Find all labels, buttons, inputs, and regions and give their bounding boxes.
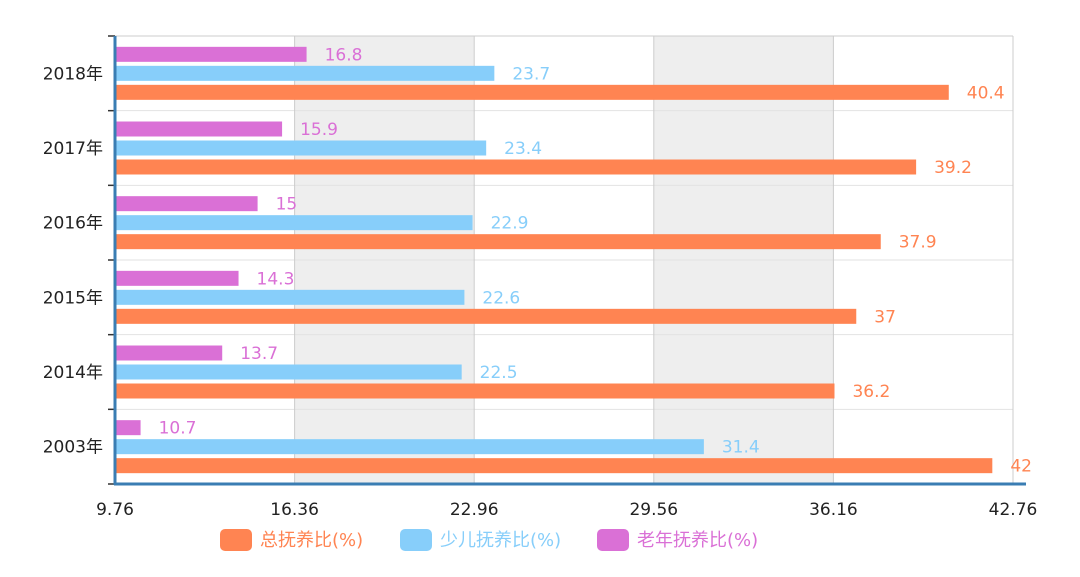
data-label: 22.5 — [480, 363, 518, 383]
data-label: 39.2 — [934, 158, 972, 178]
data-label: 37.9 — [899, 233, 937, 253]
bar[interactable] — [116, 439, 704, 455]
x-tick-label: 29.56 — [629, 500, 678, 520]
data-label: 22.6 — [482, 288, 520, 308]
data-label: 40.4 — [967, 83, 1005, 103]
bar[interactable] — [116, 458, 993, 474]
bar[interactable] — [116, 270, 239, 286]
data-label: 31.4 — [722, 438, 760, 458]
legend-label[interactable]: 总抚养比(%) — [260, 530, 363, 551]
bar[interactable] — [116, 215, 473, 231]
data-label: 42 — [1010, 457, 1032, 477]
legend-swatch[interactable] — [400, 529, 432, 551]
bar[interactable] — [116, 308, 857, 324]
bar[interactable] — [116, 159, 917, 175]
y-tick-label: 2018年 — [43, 64, 103, 84]
x-tick-label: 22.96 — [450, 500, 499, 520]
y-tick-label: 2015年 — [43, 288, 103, 308]
data-label: 10.7 — [159, 419, 197, 439]
data-label: 37 — [874, 307, 896, 327]
data-label: 15.9 — [300, 120, 338, 140]
legend-swatch[interactable] — [220, 529, 252, 551]
bar[interactable] — [116, 84, 949, 100]
data-label: 13.7 — [240, 344, 278, 364]
bar[interactable] — [116, 46, 307, 62]
x-tick-label: 16.36 — [270, 500, 319, 520]
x-tick-label: 9.76 — [96, 500, 134, 520]
bar[interactable] — [116, 383, 835, 399]
data-label: 36.2 — [852, 382, 890, 402]
bar[interactable] — [116, 289, 465, 305]
bar[interactable] — [116, 140, 487, 156]
bar[interactable] — [116, 364, 462, 380]
bar[interactable] — [116, 196, 258, 212]
bar[interactable] — [116, 65, 495, 81]
data-label: 14.3 — [257, 269, 295, 289]
data-label: 15 — [276, 195, 298, 215]
legend-swatch[interactable] — [597, 529, 629, 551]
bar[interactable] — [116, 345, 223, 361]
data-label: 22.9 — [491, 214, 529, 234]
y-tick-label: 2003年 — [43, 438, 103, 458]
bar[interactable] — [116, 420, 141, 436]
bar[interactable] — [116, 121, 283, 137]
data-label: 23.7 — [512, 64, 550, 84]
y-tick-label: 2016年 — [43, 214, 103, 234]
y-tick-label: 2014年 — [43, 363, 103, 383]
x-tick-label: 36.16 — [809, 500, 858, 520]
data-label: 23.4 — [504, 139, 542, 159]
y-tick-label: 2017年 — [43, 139, 103, 159]
legend-label[interactable]: 老年抚养比(%) — [637, 530, 758, 551]
bar[interactable] — [116, 234, 881, 250]
data-label: 16.8 — [325, 45, 363, 65]
x-tick-label: 42.76 — [989, 500, 1038, 520]
legend-label[interactable]: 少儿抚养比(%) — [440, 530, 561, 551]
